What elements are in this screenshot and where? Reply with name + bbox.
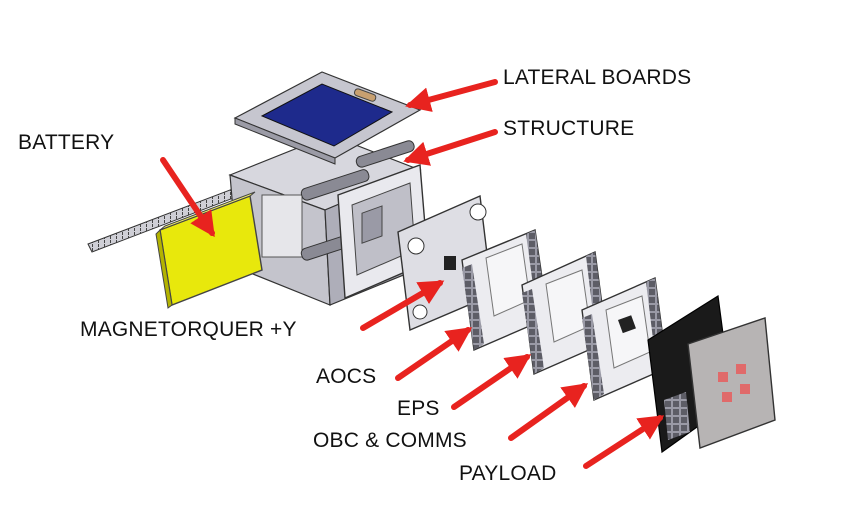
- label-obc-comms: OBC & COMMS: [313, 429, 467, 452]
- arrow-lateral-boards: [405, 79, 498, 112]
- label-eps: EPS: [397, 397, 440, 420]
- arrow-payload: [583, 415, 665, 469]
- battery-pack: [155, 191, 263, 309]
- label-payload: PAYLOAD: [459, 462, 557, 485]
- label-lateral-boards: LATERAL BOARDS: [503, 66, 692, 89]
- arrow-obc-comms: [508, 383, 589, 441]
- arrow-aocs: [395, 327, 473, 381]
- label-structure: STRUCTURE: [503, 117, 635, 140]
- label-magnetorquer: MAGNETORQUER +Y: [80, 318, 297, 341]
- arrow-structure: [403, 129, 498, 166]
- callout-arrows: [160, 79, 665, 469]
- label-aocs: AOCS: [316, 365, 377, 388]
- arrow-magnetorquer: [360, 280, 445, 331]
- arrow-battery: [160, 157, 215, 238]
- arrow-eps: [451, 354, 532, 410]
- payload-board: [647, 294, 776, 454]
- label-battery: BATTERY: [18, 131, 115, 154]
